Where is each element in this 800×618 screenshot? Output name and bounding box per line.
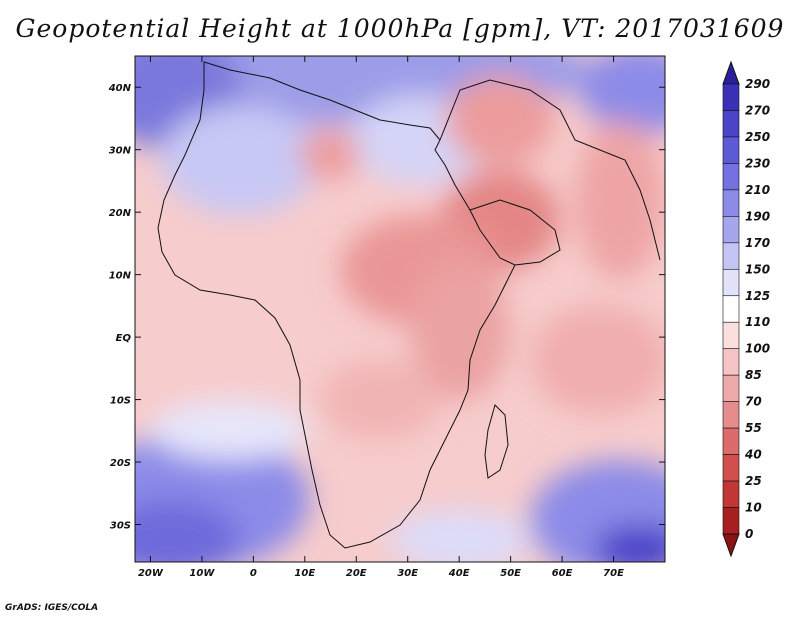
lat-axis: 40N 30N 20N 10N EQ 10S 20S 30S xyxy=(108,83,665,532)
colorbar-swatch xyxy=(722,480,740,508)
colorbar-swatch xyxy=(722,136,740,164)
colorbar-swatch xyxy=(722,189,740,217)
lat-tick-label: 10N xyxy=(109,271,132,282)
colorbar-label: 150 xyxy=(745,262,770,276)
colorbar-swatch xyxy=(722,110,740,138)
colorbar-label: 10 xyxy=(745,501,762,515)
colorbar-swatch xyxy=(722,60,740,85)
lat-tick-label: 10S xyxy=(110,396,131,407)
map-frame xyxy=(134,55,666,563)
lon-tick-label: 20W xyxy=(138,568,164,579)
colorbar-swatch xyxy=(722,295,740,323)
colorbar-label: 230 xyxy=(745,156,770,170)
lat-tick-label: EQ xyxy=(116,333,132,344)
colorbar-swatch xyxy=(722,348,740,376)
colorbar-label: 125 xyxy=(745,289,770,303)
lon-tick-label: 50E xyxy=(500,568,521,579)
colorbar-swatch xyxy=(722,427,740,455)
colorbar-swatch xyxy=(722,374,740,402)
colorbar-label: 40 xyxy=(744,448,762,462)
lon-axis: 20W 10W 0 10E 20E 30E 40E 50E 60E 70E xyxy=(138,56,624,579)
colorbar-label: 210 xyxy=(745,183,770,197)
colorbar-swatch xyxy=(722,454,740,482)
colorbar-label: 270 xyxy=(745,103,770,117)
lat-tick-label: 40N xyxy=(108,83,132,94)
height-field xyxy=(135,56,665,562)
colorbar-label: 25 xyxy=(745,474,762,488)
lon-tick-label: 70E xyxy=(603,568,624,579)
lat-tick-label: 30N xyxy=(109,146,132,157)
colorbar-swatch xyxy=(722,321,740,350)
colorbar-label: 110 xyxy=(745,315,770,329)
colorbar-label: 190 xyxy=(745,209,770,223)
chart-title: Geopotential Height at 1000hPa [gpm], VT… xyxy=(15,14,785,43)
colorbar-swatch xyxy=(722,216,740,244)
colorbar-label: 250 xyxy=(745,130,770,144)
colorbar-label: 290 xyxy=(745,77,770,91)
colorbar-label: 170 xyxy=(745,236,770,250)
colorbar-swatch xyxy=(722,533,740,558)
colorbar-label: 85 xyxy=(745,368,762,382)
lon-tick-label: 60E xyxy=(552,568,573,579)
credit-text: GrADS: IGES/COLA xyxy=(5,603,99,613)
colorbar-swatch xyxy=(722,163,740,191)
lon-tick-label: 20E xyxy=(346,568,367,579)
lon-tick-label: 10W xyxy=(189,568,215,579)
colorbar-label: 70 xyxy=(745,395,762,409)
colorbar: 2902702502302101901701501251101008570554… xyxy=(722,60,770,558)
colorbar-swatch xyxy=(722,268,740,297)
colorbar-swatch xyxy=(722,242,740,270)
colorbar-swatch xyxy=(722,507,740,535)
colorbar-label: 100 xyxy=(745,342,770,356)
lon-tick-label: 40E xyxy=(448,568,470,579)
colorbar-swatch xyxy=(722,401,740,429)
lon-tick-label: 30E xyxy=(397,568,418,579)
colorbar-label: 55 xyxy=(745,421,762,435)
colorbar-swatch xyxy=(722,83,740,111)
lat-tick-label: 20N xyxy=(109,208,132,219)
lon-tick-label: 10E xyxy=(294,568,315,579)
colorbar-label: 0 xyxy=(745,527,753,541)
coastlines xyxy=(157,61,661,549)
lon-tick-label: 0 xyxy=(250,568,257,579)
lat-tick-label: 20S xyxy=(110,458,131,469)
lat-tick-label: 30S xyxy=(110,521,131,532)
